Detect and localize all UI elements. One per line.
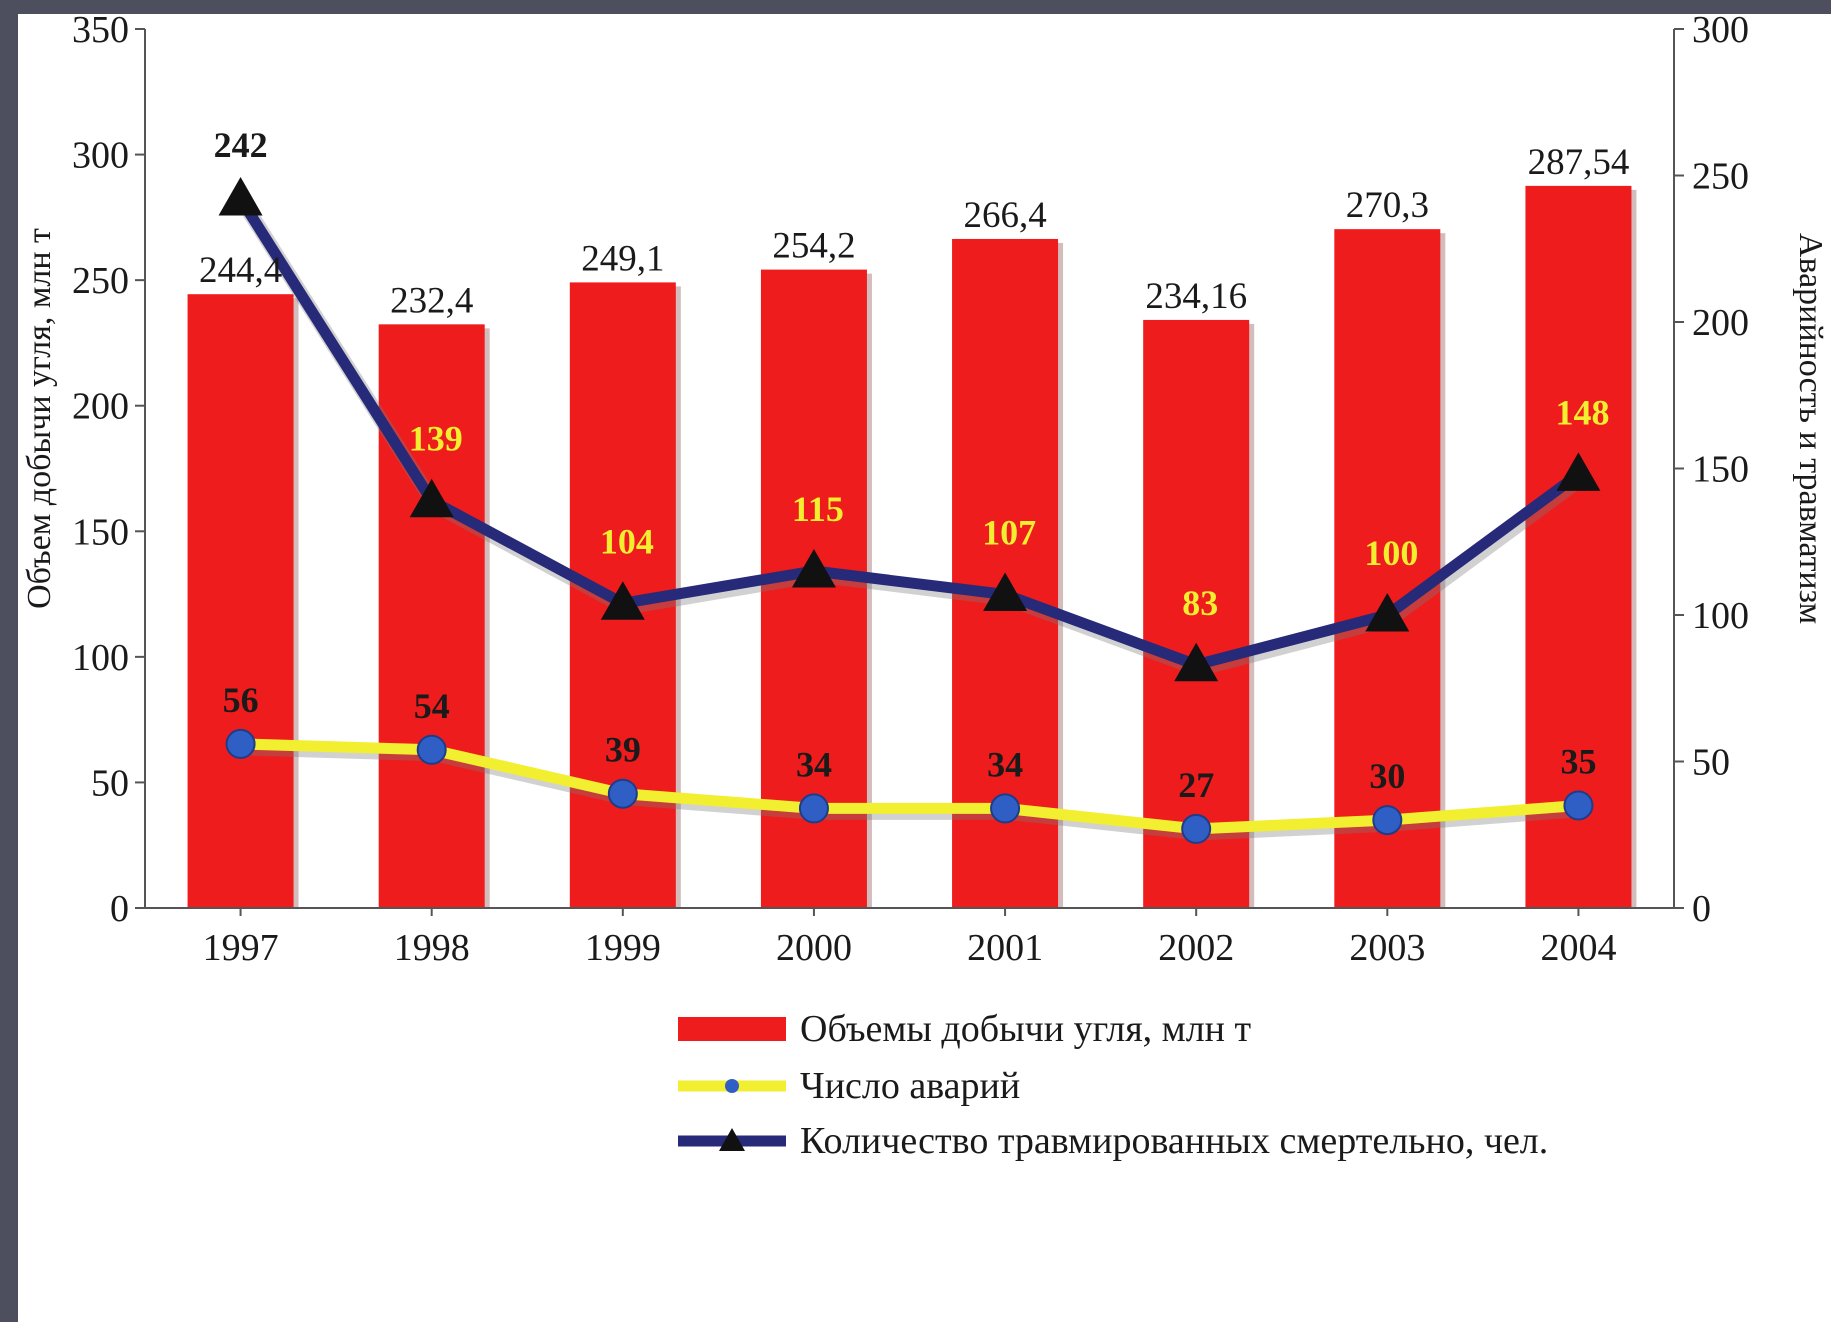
fatalities-label-1999: 104 — [600, 521, 654, 561]
left-tick-label: 150 — [72, 511, 129, 553]
axes-layer: 0 50 100 150 200 250 300 350 0 50 100 150 200 250 300 1… — [21, 14, 1829, 969]
x-tick-label-2000: 2000 — [776, 927, 852, 969]
accidents-line — [240, 738, 1579, 835]
x-tick-label-2001: 2001 — [967, 927, 1043, 969]
bar-label-1999: 249,1 — [581, 238, 664, 279]
fatalities-label-2001: 107 — [982, 512, 1036, 552]
fatalities-label-2002: 83 — [1182, 583, 1218, 623]
left-axis-title: Объем добычи угля, млн т — [21, 228, 58, 609]
fatalities-label-2000: 115 — [792, 489, 844, 529]
x-tick-label-1999: 1999 — [585, 927, 661, 969]
right-tick-label: 200 — [1692, 302, 1749, 344]
bar-1998 — [378, 324, 485, 908]
accidents-marker-2003 — [1372, 805, 1403, 836]
fatalities-line — [235, 195, 1582, 671]
x-tick-label-1998: 1998 — [394, 927, 470, 969]
bar-label-2002: 234,16 — [1145, 276, 1247, 317]
fatalities-label-2004: 148 — [1555, 392, 1609, 432]
bar-label-1998: 232,4 — [390, 280, 473, 321]
fatalities-marker-2001 — [983, 572, 1028, 611]
accidents-label-1997: 56 — [223, 680, 259, 720]
right-tick-label: 0 — [1692, 888, 1711, 930]
x-tick-label-2003: 2003 — [1349, 927, 1425, 969]
fatalities-marker-2004 — [1556, 452, 1601, 491]
accidents-label-2001: 34 — [987, 744, 1023, 784]
bar-label-2000: 254,2 — [772, 226, 855, 267]
fatalities-marker-1999 — [600, 581, 645, 620]
x-tick-label-2002: 2002 — [1158, 927, 1234, 969]
left-tick-label: 0 — [110, 888, 129, 930]
accidents-label-2003: 30 — [1369, 756, 1405, 796]
bar-label-1997: 244,4 — [199, 250, 282, 291]
legend-swatch-bars — [678, 1017, 786, 1041]
fatalities-marker-1998 — [409, 478, 454, 518]
accidents-marker-2002 — [1181, 813, 1212, 844]
legend-marker-fatalities — [719, 1128, 745, 1151]
right-tick-label: 50 — [1692, 742, 1730, 784]
legend-label-accidents: Число аварий — [800, 1065, 1020, 1107]
left-tick-label: 50 — [91, 762, 129, 804]
fatalities-marker-1997 — [218, 176, 263, 216]
left-tick-label: 250 — [72, 260, 129, 302]
accidents-marker-2000 — [798, 793, 829, 824]
bar-label-2004: 287,54 — [1528, 142, 1630, 183]
bar-1997 — [187, 294, 294, 908]
labels-layer: 244,4 232,4 249,1 254,2 266,4 234,16 270,3 287,… — [199, 125, 1629, 805]
right-tick-label: 250 — [1692, 156, 1749, 198]
accidents-marker-2001 — [990, 793, 1021, 824]
bar-2002 — [1143, 319, 1250, 908]
bar-2003 — [1334, 229, 1441, 908]
left-tick-label: 100 — [72, 637, 129, 679]
bar-label-2003: 270,3 — [1346, 185, 1429, 226]
fatalities-marker-2000 — [791, 549, 836, 588]
legend-label-bars: Объемы добычи угля, млн т — [800, 1008, 1252, 1050]
accidents-label-2002: 27 — [1178, 765, 1214, 805]
accidents-marker-2004 — [1563, 790, 1594, 821]
combo-chart: 0 50 100 150 200 250 300 350 0 50 100 150 200 250 300 1… — [21, 14, 1829, 1162]
chart-panel: 0 50 100 150 200 250 300 350 0 50 100 150 200 250 300 1… — [18, 14, 1831, 1322]
bar-2004 — [1525, 185, 1632, 908]
fatalities-label-1997: 242 — [214, 125, 268, 165]
x-tick-label-2004: 2004 — [1540, 927, 1616, 969]
right-tick-label: 150 — [1692, 449, 1749, 491]
fatalities-label-1998: 139 — [409, 419, 463, 459]
accidents-marker-1998 — [416, 734, 447, 765]
legend-label-fatalities: Количество травмированных смертельно, че… — [800, 1120, 1548, 1162]
lines-layer — [218, 176, 1601, 844]
left-tick-label: 350 — [72, 14, 129, 51]
accidents-label-2000: 34 — [796, 744, 832, 784]
fatalities-label-2003: 100 — [1364, 533, 1418, 573]
fatalities-marker-2002 — [1174, 642, 1219, 682]
accidents-marker-1999 — [607, 778, 638, 809]
accidents-label-1998: 54 — [414, 686, 450, 726]
accidents-marker-1997 — [225, 728, 256, 759]
accidents-label-2004: 35 — [1560, 741, 1596, 781]
right-tick-label: 300 — [1692, 14, 1749, 51]
fatalities-marker-2003 — [1365, 593, 1410, 632]
x-tick-label-1997: 1997 — [203, 927, 279, 969]
left-tick-label: 200 — [72, 386, 129, 428]
left-tick-label: 300 — [72, 135, 129, 177]
accidents-label-1999: 39 — [605, 730, 641, 770]
right-tick-label: 100 — [1692, 595, 1749, 637]
legend: Объемы добычи угля, млн т Число аварий Кол… — [678, 1008, 1548, 1162]
legend-marker-accidents — [725, 1079, 739, 1093]
right-axis-title: Аварийность и травматизм — [1792, 233, 1829, 624]
bar-label-2001: 266,4 — [963, 195, 1046, 236]
